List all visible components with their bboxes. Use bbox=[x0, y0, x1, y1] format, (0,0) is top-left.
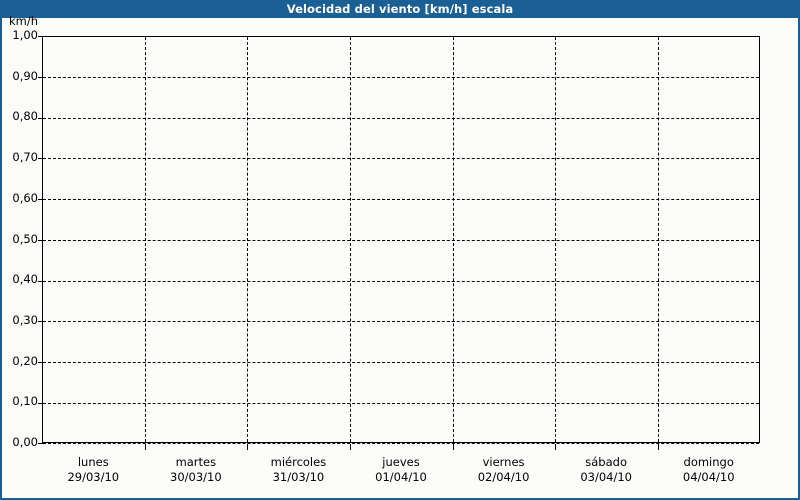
window-title-bar: Velocidad del viento [km/h] escala bbox=[0, 0, 800, 18]
chart-frame bbox=[0, 18, 800, 500]
page-title: Velocidad del viento [km/h] escala bbox=[286, 2, 514, 16]
